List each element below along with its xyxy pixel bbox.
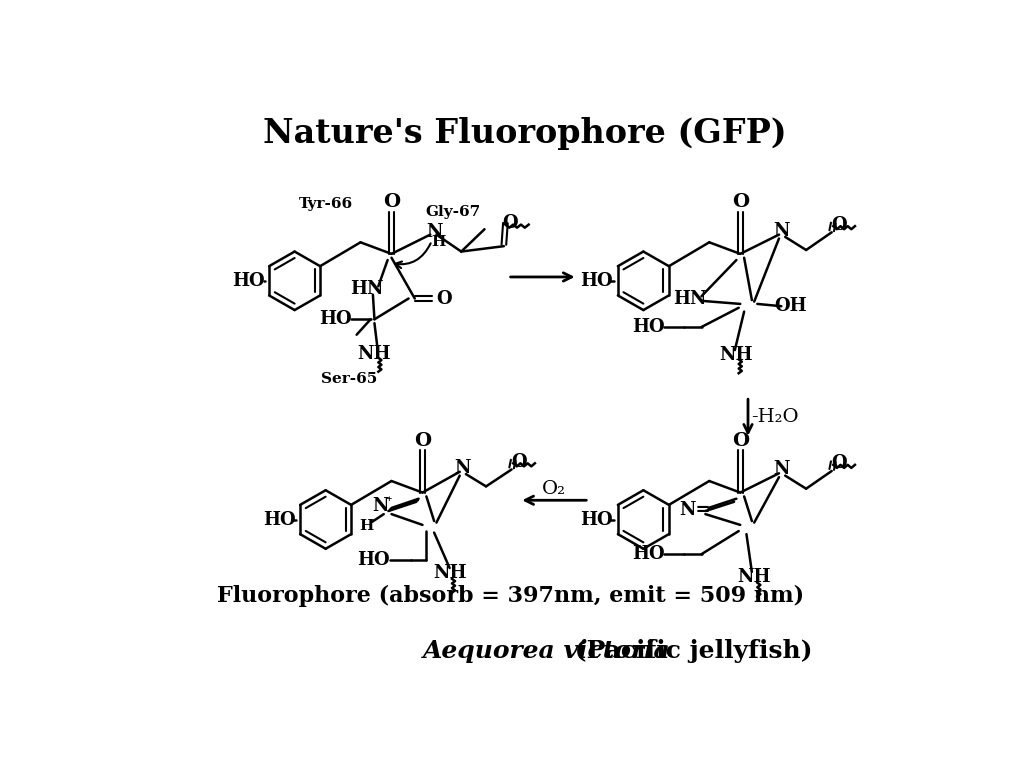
Text: Fluorophore (absorb = 397nm, emit = 509 nm): Fluorophore (absorb = 397nm, emit = 509 … [217, 585, 804, 607]
Text: O: O [831, 216, 847, 233]
Text: O: O [436, 290, 452, 307]
Text: Aequorea victoria: Aequorea victoria [423, 639, 671, 663]
Text: O: O [414, 432, 431, 450]
Text: N: N [454, 459, 470, 477]
Text: Nature's Fluorophore (GFP): Nature's Fluorophore (GFP) [263, 117, 786, 150]
Text: NH: NH [737, 568, 771, 586]
Text: O: O [383, 194, 400, 211]
Text: O: O [502, 214, 518, 232]
Text: HN: HN [673, 290, 707, 307]
Text: H: H [359, 518, 374, 533]
Text: ⁺: ⁺ [385, 495, 392, 508]
Text: HO: HO [231, 272, 264, 290]
Text: N: N [373, 498, 389, 515]
Text: O: O [512, 453, 527, 471]
Text: O: O [732, 432, 749, 450]
Text: NH: NH [433, 564, 466, 582]
Text: Tyr-66: Tyr-66 [299, 197, 352, 210]
Text: O: O [732, 194, 749, 211]
Text: -H₂O: -H₂O [752, 408, 799, 426]
Text: HO: HO [357, 551, 390, 569]
Text: NH: NH [357, 345, 391, 363]
Text: O: O [831, 455, 847, 472]
Text: Gly-67: Gly-67 [426, 204, 481, 219]
Text: O₂: O₂ [543, 480, 566, 498]
Text: N: N [773, 222, 790, 240]
Text: HO: HO [581, 272, 613, 290]
Text: N: N [773, 461, 790, 478]
Text: N: N [426, 223, 442, 240]
Text: HO: HO [263, 511, 296, 528]
Text: HO: HO [633, 318, 666, 336]
Text: NH: NH [720, 346, 753, 365]
Text: HO: HO [633, 545, 666, 563]
Text: Ser-65: Ser-65 [321, 372, 377, 386]
Text: HO: HO [319, 310, 352, 328]
Text: H: H [431, 235, 445, 250]
Text: (Pacific jellyfish): (Pacific jellyfish) [566, 639, 812, 663]
Text: OH: OH [774, 297, 807, 315]
Text: HO: HO [581, 511, 613, 528]
Text: HN: HN [350, 280, 383, 297]
Text: N=: N= [680, 502, 711, 519]
